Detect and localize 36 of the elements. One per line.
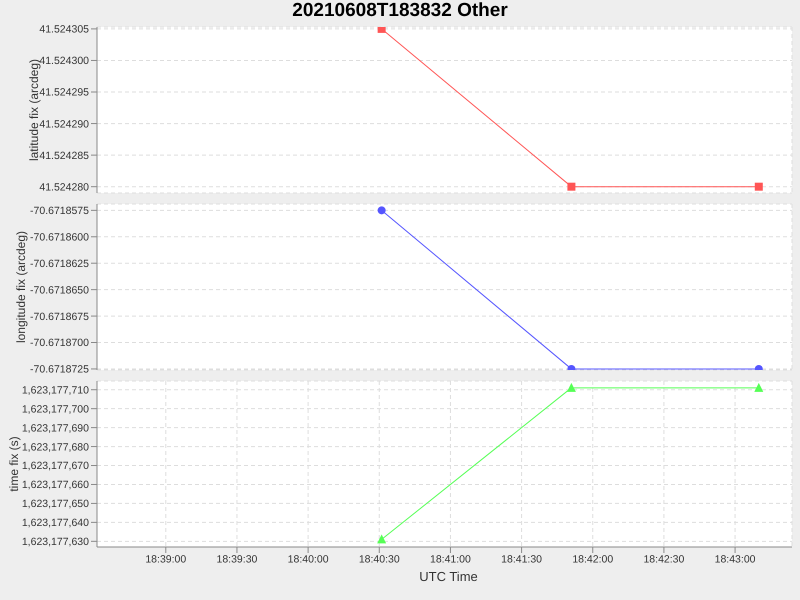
y-tick-label: 1,623,177,650 xyxy=(22,498,90,510)
y-tick-label: -70.6718575 xyxy=(30,205,90,218)
x-tick-label: 18:43:00 xyxy=(714,553,756,566)
y-tick-label: 41.524280 xyxy=(39,181,90,194)
y-tick-label: -70.6718700 xyxy=(30,337,90,350)
x-tick-label: 18:41:30 xyxy=(501,553,542,566)
y-tick-label: 1,623,177,640 xyxy=(22,517,90,530)
y-tick-label: -70.6718625 xyxy=(30,258,90,270)
y-axis-title: longitude fix (arcdeg) xyxy=(14,230,28,344)
y-tick-label: -70.6718650 xyxy=(30,284,90,296)
y-tick-label: 1,623,177,670 xyxy=(22,460,90,472)
y-tick-label: 1,623,177,700 xyxy=(22,403,90,416)
x-tick-label: 18:42:00 xyxy=(572,553,614,566)
x-tick-label: 18:39:30 xyxy=(216,553,258,566)
y-tick-label: 41.524290 xyxy=(39,118,90,130)
y-tick-label: 41.524300 xyxy=(39,55,90,68)
y-tick-label: 41.524285 xyxy=(39,150,90,162)
y-tick-label: 41.524305 xyxy=(39,24,90,36)
y-tick-label: -70.6718725 xyxy=(30,364,90,376)
x-tick-label: 18:40:00 xyxy=(288,553,329,566)
x-tick-label: 18:39:00 xyxy=(145,553,186,566)
x-axis-title: UTC Time xyxy=(418,569,479,584)
x-tick-label: 18:40:30 xyxy=(358,553,400,566)
y-tick-label: 1,623,177,660 xyxy=(22,479,90,492)
y-tick-label: 1,623,177,680 xyxy=(22,441,90,454)
x-tick-label: 18:41:00 xyxy=(430,553,472,566)
y-tick-label: -70.6718600 xyxy=(30,232,90,244)
y-tick-label: 41.524295 xyxy=(39,86,90,99)
y-axis-title: latitude fix (arcdeg) xyxy=(26,58,41,162)
x-tick-label: 18:42:30 xyxy=(643,553,685,566)
y-tick-label: 1,623,177,630 xyxy=(22,536,90,548)
y-tick-label: 1,623,177,710 xyxy=(22,384,90,396)
y-tick-label: 1,623,177,690 xyxy=(22,422,90,434)
chart-title: 20210608T183832 Other xyxy=(291,0,509,22)
y-axis-title: time fix (s) xyxy=(6,435,22,494)
y-tick-label: -70.6718675 xyxy=(30,310,90,323)
